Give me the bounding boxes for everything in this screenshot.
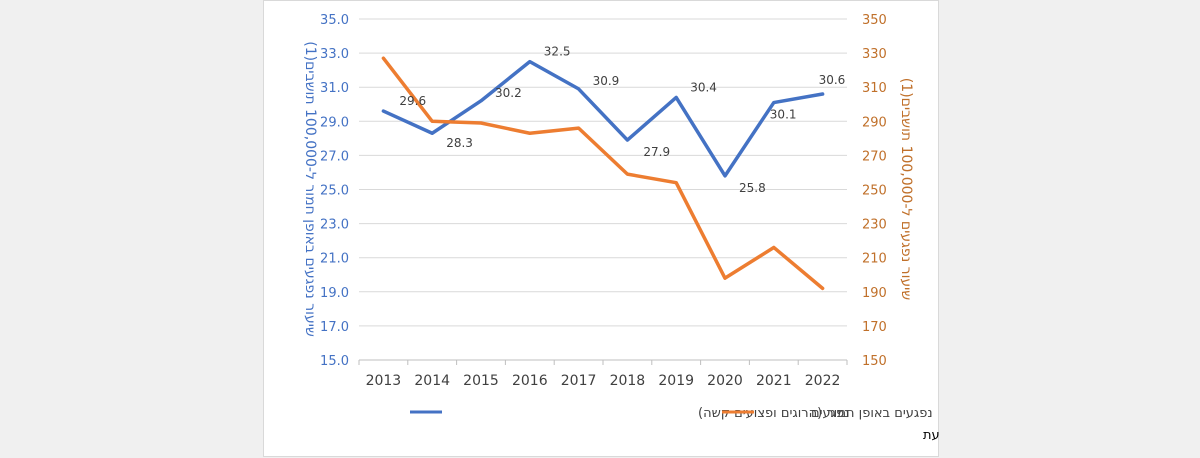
right-tick-label: 230 bbox=[862, 218, 887, 233]
left-tick-label: 29.0 bbox=[320, 115, 349, 130]
x-tick-label: 2016 bbox=[512, 373, 548, 389]
x-tick-label: 2014 bbox=[414, 373, 450, 389]
left-tick-label: 25.0 bbox=[320, 184, 349, 199]
data-labels: 29.6 28.3 30.2 32.5 30.9 27.9 30.4 25.8 30.1 30.6 bbox=[399, 45, 845, 195]
data-label: 30.6 bbox=[819, 73, 846, 87]
x-tick-label: 2015 bbox=[463, 373, 499, 389]
right-tick-label: 210 bbox=[862, 252, 887, 267]
left-axis-title: שיעור נפגעים באופן חמור ל-100,000 תושבים… bbox=[302, 41, 318, 337]
x-tick-label: 2017 bbox=[561, 373, 597, 389]
right-tick-label: 170 bbox=[862, 320, 887, 335]
gridlines bbox=[359, 18, 847, 327]
right-tick-label: 310 bbox=[862, 81, 887, 96]
right-tick-label: 150 bbox=[862, 354, 887, 369]
left-axis-ticks: 15.0 17.0 19.0 21.0 23.0 25.0 27.0 29.0 31.0 33.0… bbox=[320, 13, 349, 369]
left-tick-label: 19.0 bbox=[320, 286, 349, 301]
x-tick-label: 2018 bbox=[610, 373, 646, 389]
x-tick-label: 2019 bbox=[658, 373, 694, 389]
right-axis-title: שיעור נפגעים ל-100,000 תושבים(1) bbox=[898, 78, 914, 300]
data-label: 29.6 bbox=[399, 94, 426, 108]
data-label: 25.8 bbox=[739, 181, 766, 195]
x-tick-label: 2013 bbox=[366, 373, 402, 389]
right-tick-label: 250 bbox=[862, 184, 887, 199]
left-tick-label: 31.0 bbox=[320, 81, 349, 96]
chart-frame: 15.0 17.0 19.0 21.0 23.0 25.0 27.0 29.0 31.0 33.0… bbox=[263, 0, 940, 457]
series-lines bbox=[381, 56, 825, 291]
data-label: 32.5 bbox=[544, 45, 571, 59]
footnote: (1) אוכלוסייה ממוצעת bbox=[923, 428, 940, 443]
right-tick-label: 270 bbox=[862, 149, 887, 164]
left-tick-label: 17.0 bbox=[320, 320, 349, 335]
left-tick-label: 23.0 bbox=[320, 218, 349, 233]
data-label: 28.3 bbox=[446, 136, 473, 150]
right-axis-ticks: 150 170 190 210 230 250 270 290 310 330 350 bbox=[862, 13, 887, 369]
right-tick-label: 290 bbox=[862, 115, 887, 130]
data-label: 30.9 bbox=[593, 74, 620, 88]
data-label: 30.1 bbox=[770, 108, 797, 122]
series-line-injured bbox=[381, 56, 825, 291]
chart-svg: 15.0 17.0 19.0 21.0 23.0 25.0 27.0 29.0 31.0 33.0… bbox=[302, 13, 940, 443]
right-tick-label: 330 bbox=[862, 47, 887, 62]
left-tick-label: 33.0 bbox=[320, 47, 349, 62]
data-label: 30.2 bbox=[495, 86, 522, 100]
data-label: 27.9 bbox=[643, 145, 670, 159]
right-tick-label: 190 bbox=[862, 286, 887, 301]
left-tick-label: 15.0 bbox=[320, 354, 349, 369]
x-axis-ticks: 2013 2014 2015 2016 2017 2018 2019 2020 2021 2022 bbox=[358, 360, 848, 389]
left-tick-label: 35.0 bbox=[320, 13, 349, 28]
x-tick-label: 2022 bbox=[805, 373, 841, 389]
data-label: 30.4 bbox=[690, 80, 717, 94]
legend-label-severe: נפגעים באופן חמור (הרוגים ופצועים קשה) bbox=[698, 406, 933, 421]
legend-label-injured: נפגעים bbox=[811, 406, 849, 421]
right-tick-label: 350 bbox=[862, 13, 887, 28]
series-line-severe bbox=[381, 59, 825, 178]
x-tick-label: 2020 bbox=[707, 373, 743, 389]
left-tick-label: 27.0 bbox=[320, 149, 349, 164]
x-tick-label: 2021 bbox=[756, 373, 792, 389]
legend: נפגעים באופן חמור (הרוגים ופצועים קשה) נ… bbox=[410, 406, 933, 421]
left-tick-label: 21.0 bbox=[320, 252, 349, 267]
